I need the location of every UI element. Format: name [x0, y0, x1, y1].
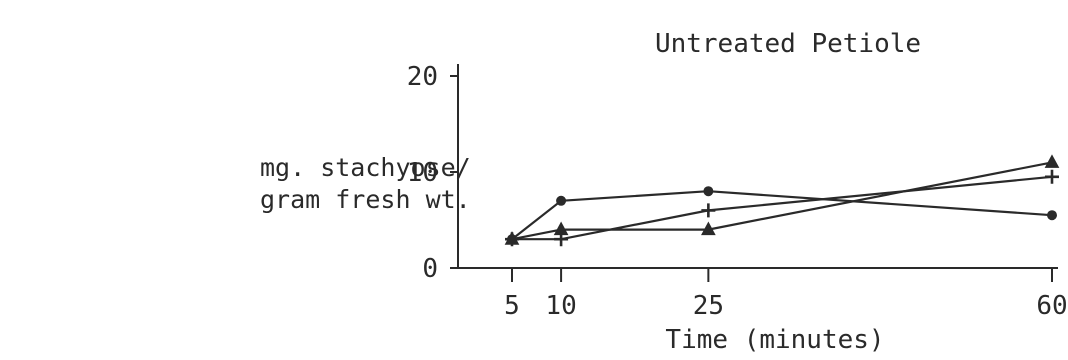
y-tick-label: 0 — [422, 254, 438, 284]
y-tick-label: 20 — [407, 62, 438, 92]
x-axis-label: Time (minutes) — [665, 325, 884, 355]
x-tick-label: 60 — [1036, 291, 1067, 321]
y-axis-label-line-1: mg. stachyose/ — [260, 153, 471, 182]
data-point-triangle — [701, 221, 716, 236]
y-axis-label-line-2: gram fresh wt. — [260, 185, 471, 214]
data-point-dot — [1047, 210, 1057, 221]
data-point-triangle — [504, 231, 520, 245]
x-tick-label: 5 — [504, 291, 520, 321]
series-markers — [504, 154, 1060, 247]
data-point-triangle — [1044, 154, 1060, 168]
y-axis-ticks: 0 10 20 — [407, 62, 458, 284]
series-line-dot — [511, 190, 1053, 241]
x-tick-label: 10 — [545, 291, 576, 321]
data-point-plus — [701, 203, 716, 218]
chart-title: Untreated Petiole — [655, 29, 921, 59]
y-tick-label: 10 — [407, 158, 438, 188]
data-point-triangle — [553, 221, 569, 236]
series-lines — [511, 161, 1053, 241]
data-point-plus — [1045, 169, 1059, 184]
data-point-dot — [703, 186, 714, 197]
data-point-dot — [556, 195, 567, 206]
x-axis-ticks: 5 10 25 60 — [504, 268, 1068, 321]
x-tick-label: 25 — [693, 291, 724, 321]
series-line-triangle — [511, 161, 1053, 241]
series-line-plus — [512, 175, 1053, 241]
